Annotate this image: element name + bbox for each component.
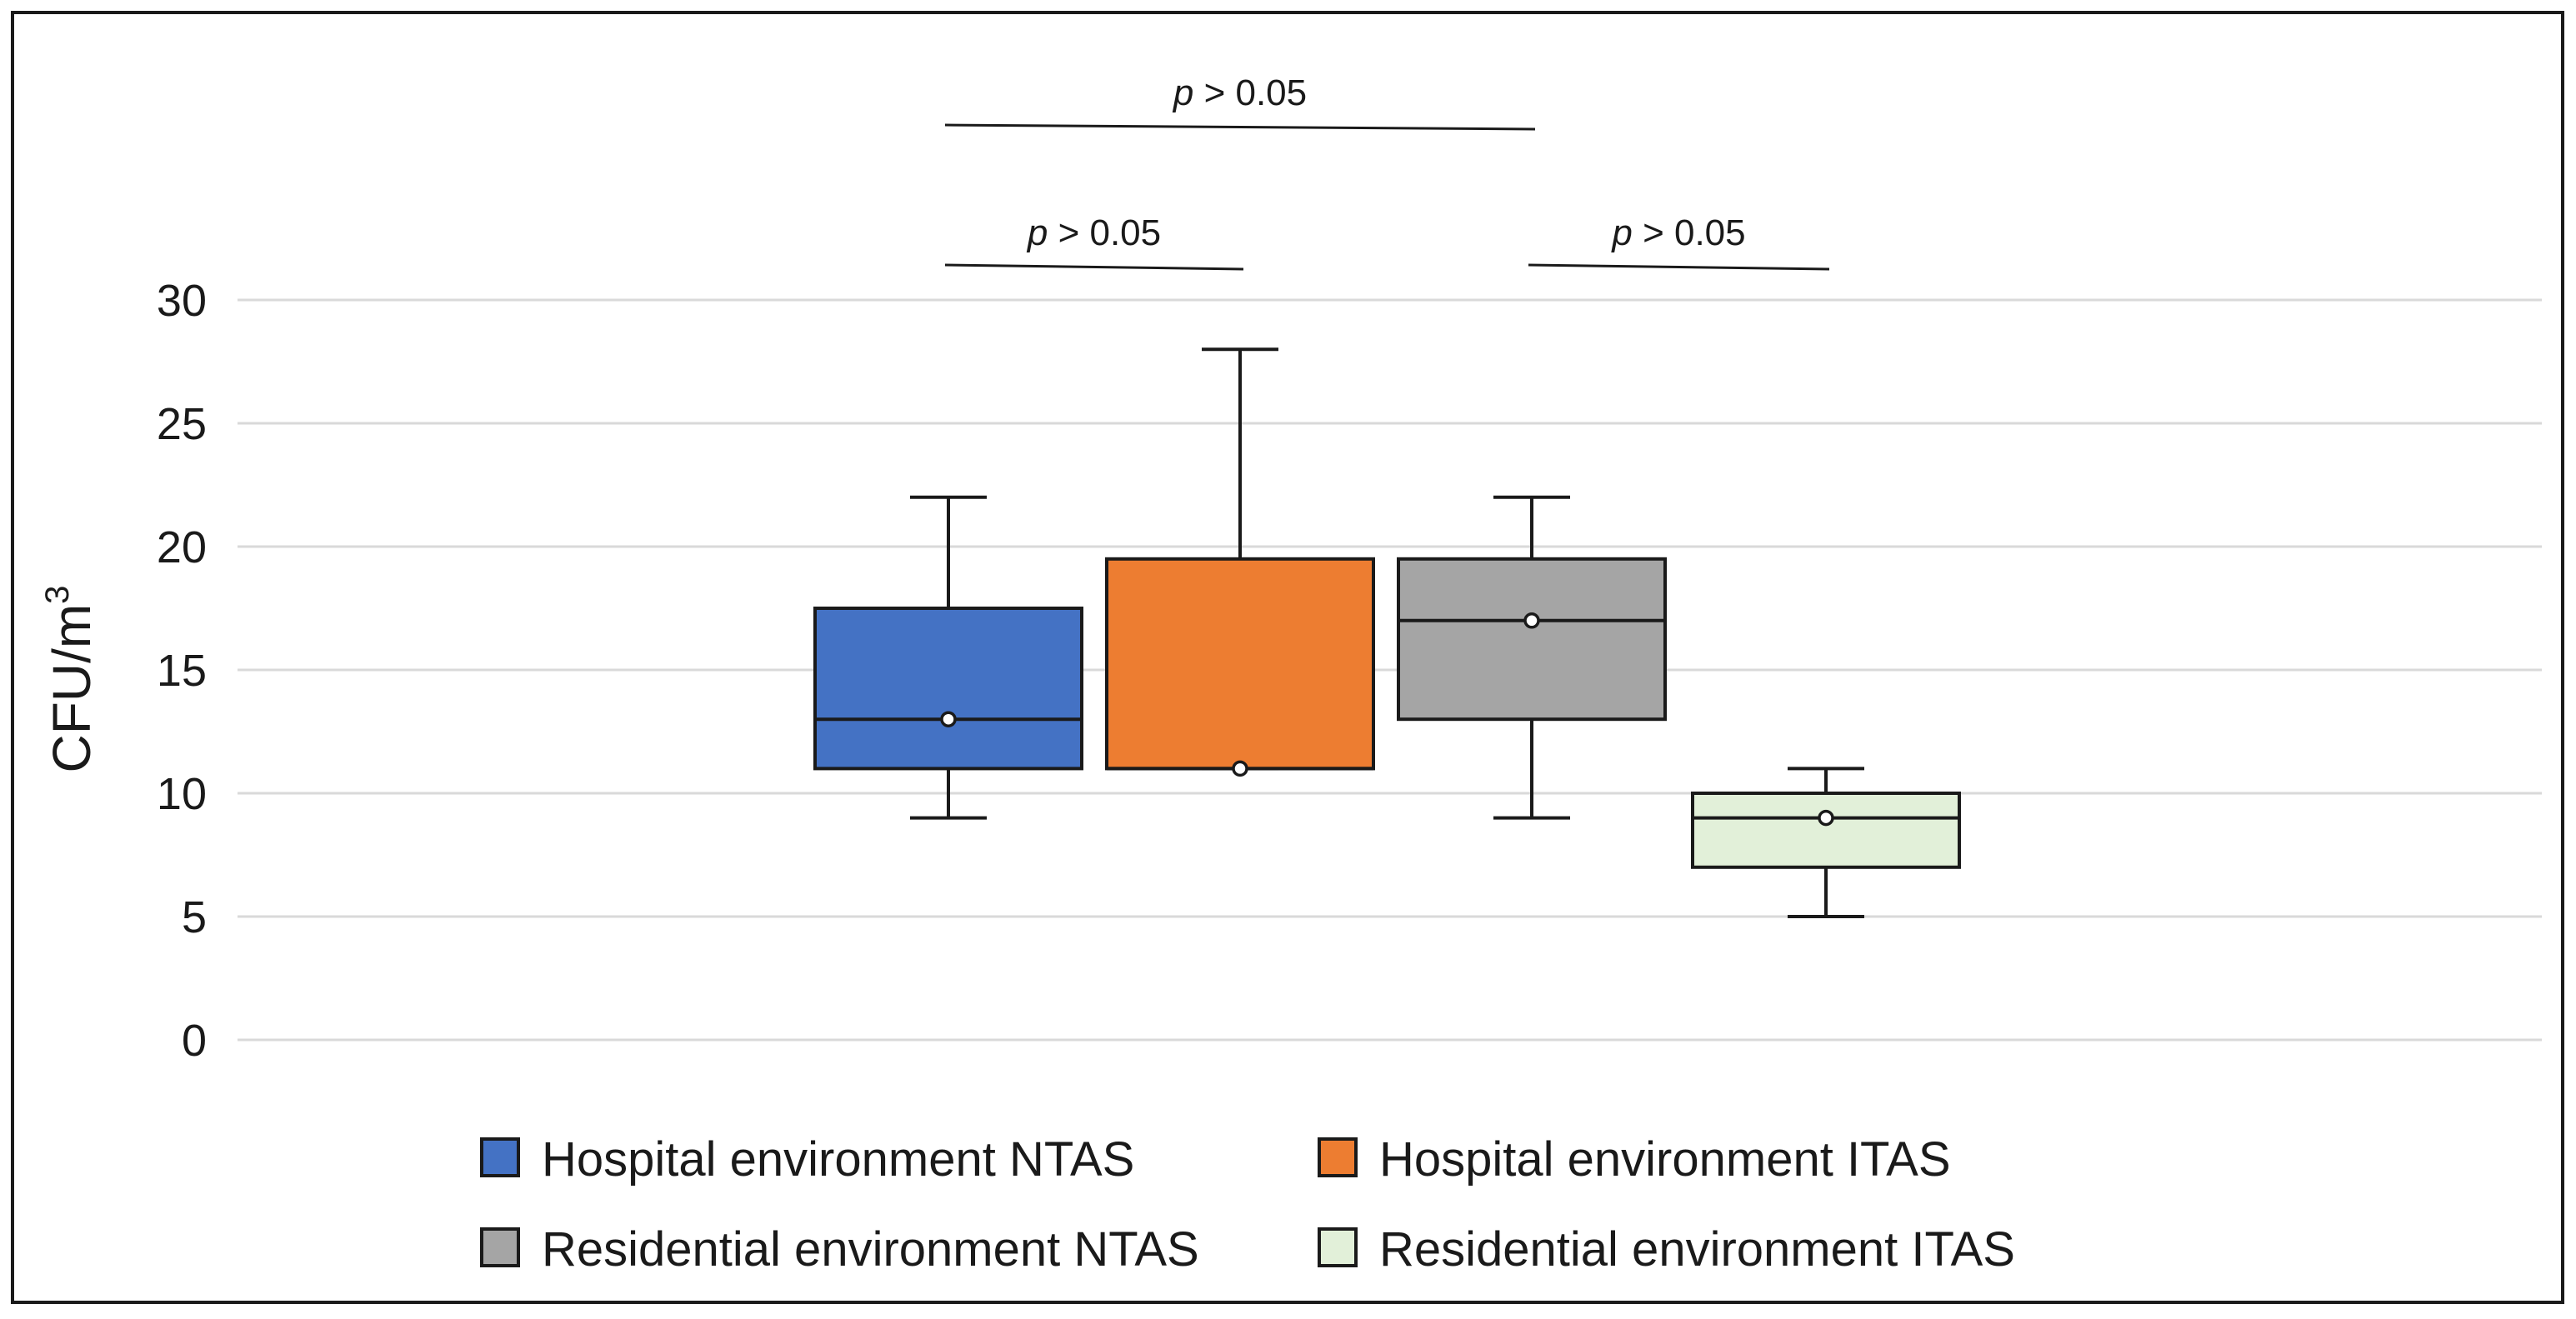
mean-marker	[1232, 760, 1248, 777]
legend-swatch	[1318, 1227, 1358, 1267]
box-iqr	[813, 607, 1083, 771]
legend-label: Hospital environment NTAS	[542, 1132, 1134, 1187]
significance-line	[944, 263, 1244, 271]
significance-bracket: p > 0.05	[944, 212, 1244, 271]
legend-item: Residential environment ITAS	[1318, 1222, 2015, 1277]
y-tick-label: 0	[182, 1016, 207, 1066]
mean-marker	[940, 711, 957, 727]
legend-item: Residential environment NTAS	[480, 1222, 1199, 1277]
mean-marker	[1818, 809, 1834, 827]
legend-label: Residential environment ITAS	[1379, 1222, 2015, 1277]
mean-marker	[1523, 612, 1540, 629]
legend-swatch	[480, 1227, 520, 1267]
y-axis-ticks: 0 5 10 15 20 25 30	[157, 276, 207, 1066]
box-iqr	[1105, 557, 1375, 771]
y-tick-label: 25	[157, 399, 207, 449]
gridlines	[238, 298, 2542, 1042]
p-value-text: > 0.05	[1048, 212, 1161, 253]
legend: Hospital environment NTAS Hospital enviro…	[480, 1132, 2015, 1277]
box-iqr	[1397, 557, 1667, 722]
box-series	[1397, 495, 1667, 820]
legend-swatch	[480, 1137, 520, 1177]
box-series	[1105, 347, 1375, 777]
legend-item: Hospital environment NTAS	[480, 1132, 1134, 1187]
boxes	[813, 347, 1961, 918]
y-tick-label: 20	[157, 522, 207, 572]
p-value-text: > 0.05	[1193, 72, 1307, 113]
y-tick-label: 5	[182, 892, 207, 942]
significance-label: p > 0.05	[1172, 72, 1307, 113]
p-symbol: p	[1610, 212, 1632, 253]
y-axis-label: CFU/m3	[39, 586, 102, 773]
y-axis-label-text: CFU/m	[42, 604, 102, 773]
p-symbol: p	[1172, 72, 1193, 113]
y-tick-label: 15	[157, 646, 207, 696]
box-series	[1691, 767, 1961, 918]
y-tick-label: 10	[157, 769, 207, 819]
y-tick-label: 30	[157, 276, 207, 326]
significance-line	[944, 123, 1536, 131]
significance-label: p > 0.05	[1026, 212, 1161, 253]
significance-bracket: p > 0.05	[944, 72, 1536, 131]
y-axis-label-superscript: 3	[39, 586, 76, 604]
legend-swatch	[1318, 1137, 1358, 1177]
significance-label: p > 0.05	[1610, 212, 1745, 253]
p-symbol: p	[1026, 212, 1048, 253]
significance-line	[1528, 263, 1830, 271]
box-iqr	[1691, 792, 1961, 869]
legend-label: Hospital environment ITAS	[1379, 1132, 1951, 1187]
p-value-text: > 0.05	[1633, 212, 1746, 253]
box-series	[813, 495, 1083, 820]
significance-annotations: p > 0.05p > 0.05 p > 0.05	[944, 72, 1830, 271]
significance-bracket: p > 0.05	[1528, 212, 1830, 271]
legend-item: Hospital environment ITAS	[1318, 1132, 1951, 1187]
legend-label: Residential environment NTAS	[542, 1222, 1199, 1277]
